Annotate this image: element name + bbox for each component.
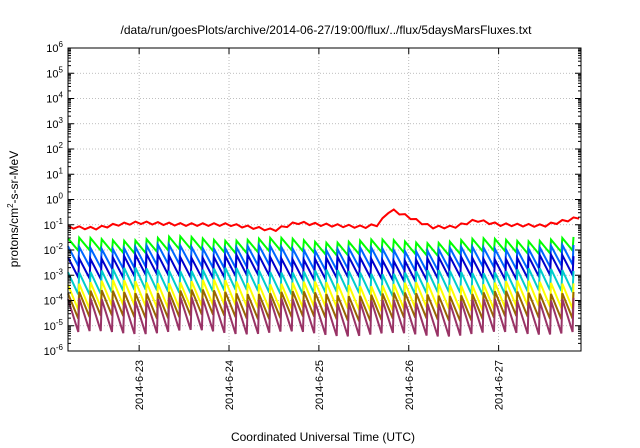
y-tick-label: 106 xyxy=(46,40,63,55)
x-ticks: 2014-6-23 2014-6-24 2014-6-25 2014-6-26 2014… xyxy=(134,48,506,410)
y-tick-label: 10-6 xyxy=(44,343,64,358)
series-line-1 xyxy=(67,208,580,233)
y-tick-label: 10-3 xyxy=(44,267,64,282)
y-tick-label: 100 xyxy=(46,192,63,207)
y-tick-label: 10-5 xyxy=(44,318,64,333)
x-tick-label: 2014-6-24 xyxy=(224,360,236,410)
x-tick-label: 2014-6-27 xyxy=(494,360,506,410)
chart-title: /data/run/goesPlots/archive/2014-06-27/1… xyxy=(121,23,533,37)
y-axis-label: protons/cm2-s-sr-MeV xyxy=(6,151,21,267)
series-group xyxy=(67,208,580,337)
x-axis-label: Coordinated Universal Time (UTC) xyxy=(231,430,415,444)
y-tick-label: 101 xyxy=(46,166,63,181)
x-tick-label: 2014-6-25 xyxy=(314,360,326,410)
x-tick-label: 2014-6-23 xyxy=(134,360,146,410)
y-tick-label: 10-2 xyxy=(44,242,64,257)
y-tick-label: 10-1 xyxy=(44,217,64,232)
series-line-8 xyxy=(67,296,575,337)
y-tick-label: 10-4 xyxy=(44,293,64,308)
y-tick-label: 103 xyxy=(46,116,63,131)
y-tick-label: 105 xyxy=(46,65,63,80)
x-tick-label: 2014-6-26 xyxy=(404,360,416,410)
y-ticks: 10-6 10-5 10-4 10-3 10-2 10-1 100 101 102 103 104 1… xyxy=(44,40,581,358)
y-tick-label: 102 xyxy=(46,141,63,156)
y-tick-label: 104 xyxy=(46,91,63,106)
